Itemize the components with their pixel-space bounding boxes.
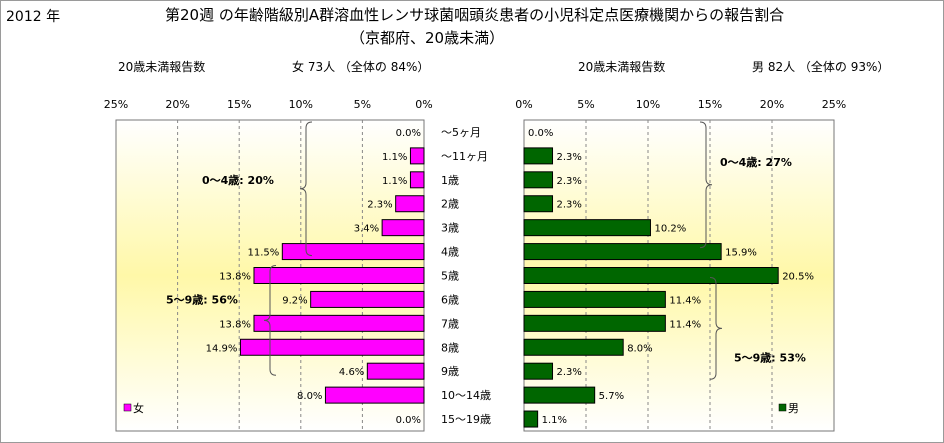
right-x-tick-label: 5% bbox=[577, 98, 594, 111]
male-value-label: 11.4% bbox=[669, 319, 701, 330]
female-bar bbox=[395, 195, 425, 213]
age-category-label: 6歳 bbox=[441, 293, 459, 306]
female-value-label: 4.6% bbox=[339, 367, 364, 378]
male-value-label: 2.3% bbox=[557, 367, 582, 378]
male-value-label: 15.9% bbox=[725, 248, 757, 259]
female-value-label: 1.1% bbox=[382, 152, 407, 163]
male-value-label: 5.7% bbox=[599, 391, 624, 402]
age-category-label: ～5ヶ月 bbox=[441, 126, 481, 139]
right-x-tick-label: 20% bbox=[760, 98, 784, 111]
left-x-tick-label: 25% bbox=[104, 98, 128, 111]
male-value-label: 11.4% bbox=[669, 295, 701, 306]
right-group-label-5-9: 5～9歳: 53% bbox=[734, 350, 806, 364]
age-category-label: 4歳 bbox=[441, 246, 459, 259]
male-bar bbox=[523, 219, 651, 237]
right-age-0-4-brace bbox=[699, 121, 713, 249]
left-x-tick-label: 15% bbox=[227, 98, 251, 111]
female-value-label: 0.0% bbox=[396, 415, 421, 426]
left-group-label-0-4: 0～4歳: 20% bbox=[202, 173, 274, 187]
right-report-total: 男 82人 （全体の 93%） bbox=[752, 60, 890, 74]
male-value-label: 10.2% bbox=[654, 224, 686, 235]
male-bar bbox=[523, 195, 554, 213]
female-value-label: 8.0% bbox=[297, 391, 322, 402]
chart-title: 第20週 の年齢階級別A群溶血性レンサ球菌咽頭炎患者の小児科定点医療機関からの報… bbox=[165, 6, 785, 24]
right-report-caption: 20歳未満報告数 bbox=[578, 60, 666, 74]
age-category-label: 3歳 bbox=[441, 222, 459, 235]
male-legend-swatch bbox=[778, 403, 787, 412]
left-x-tick-label: 20% bbox=[165, 98, 189, 111]
male-bar bbox=[523, 267, 779, 284]
age-category-label: 2歳 bbox=[441, 198, 459, 211]
female-value-label: 14.9% bbox=[206, 343, 238, 354]
male-value-label: 2.3% bbox=[557, 152, 582, 163]
male-value-label: 20.5% bbox=[782, 272, 814, 283]
female-value-label: 1.1% bbox=[382, 176, 407, 187]
male-bar bbox=[523, 362, 554, 380]
male-bar bbox=[523, 147, 554, 165]
female-bar bbox=[381, 219, 425, 237]
male-value-label: 0.0% bbox=[528, 128, 553, 139]
left-age-0-4-brace bbox=[299, 121, 313, 257]
left-group-label-5-9: 5～9歳: 56% bbox=[166, 292, 238, 306]
year-label: 2012 年 bbox=[6, 9, 61, 25]
left-report-caption: 20歳未満報告数 bbox=[118, 60, 206, 74]
male-bar bbox=[523, 410, 539, 428]
female-value-label: 2.3% bbox=[367, 200, 392, 211]
male-value-label: 2.3% bbox=[557, 200, 582, 211]
right-x-tick-label: 25% bbox=[822, 98, 846, 111]
female-bar bbox=[239, 338, 425, 356]
right-x-tick-label: 15% bbox=[698, 98, 722, 111]
male-legend-label: 男 bbox=[788, 402, 799, 415]
male-bar bbox=[523, 243, 722, 261]
female-bar bbox=[324, 386, 425, 404]
female-bar bbox=[409, 171, 425, 189]
female-legend-label: 女 bbox=[133, 401, 144, 415]
female-value-label: 9.2% bbox=[282, 295, 307, 306]
male-value-label: 8.0% bbox=[627, 343, 652, 354]
age-category-label: ～11ヶ月 bbox=[441, 150, 488, 163]
female-value-label: 0.0% bbox=[396, 128, 421, 139]
right-group-label-0-4: 0～4歳: 27% bbox=[720, 155, 792, 169]
male-value-label: 1.1% bbox=[542, 415, 567, 426]
left-x-tick-label: 0% bbox=[415, 98, 432, 111]
age-category-label: 1歳 bbox=[441, 174, 459, 187]
left-age-5-9-brace bbox=[263, 265, 277, 376]
female-value-label: 3.4% bbox=[354, 224, 379, 235]
female-value-label: 13.8% bbox=[219, 319, 251, 330]
male-bar bbox=[523, 290, 666, 308]
female-value-label: 13.8% bbox=[219, 272, 251, 283]
male-value-label: 2.3% bbox=[557, 176, 582, 187]
female-bar bbox=[366, 362, 425, 380]
female-bar bbox=[409, 147, 425, 165]
male-bar bbox=[523, 338, 624, 356]
female-bar bbox=[310, 290, 425, 308]
age-category-label: 9歳 bbox=[441, 365, 459, 378]
male-bar bbox=[523, 171, 554, 189]
female-bar bbox=[253, 314, 425, 332]
age-category-label: 5歳 bbox=[441, 270, 459, 283]
female-value-label: 11.5% bbox=[248, 248, 280, 259]
right-x-tick-label: 0% bbox=[515, 98, 532, 111]
age-category-label: 7歳 bbox=[441, 317, 459, 330]
right-age-5-9-brace bbox=[709, 277, 723, 380]
chart-subtitle: （京都府、20歳未満） bbox=[350, 29, 505, 47]
age-category-label: 8歳 bbox=[441, 341, 459, 354]
age-category-label: 10～14歳 bbox=[441, 389, 491, 402]
male-bar bbox=[523, 314, 666, 332]
female-bar bbox=[253, 267, 425, 284]
male-bar bbox=[523, 386, 596, 404]
female-legend-swatch bbox=[123, 403, 132, 412]
age-category-label: 15～19歳 bbox=[441, 413, 491, 426]
left-report-total: 女 73人 （全体の 84%） bbox=[292, 60, 430, 74]
female-bar bbox=[281, 243, 425, 261]
right-x-tick-label: 10% bbox=[636, 98, 660, 111]
left-x-tick-label: 5% bbox=[354, 98, 371, 111]
left-x-tick-label: 10% bbox=[289, 98, 313, 111]
